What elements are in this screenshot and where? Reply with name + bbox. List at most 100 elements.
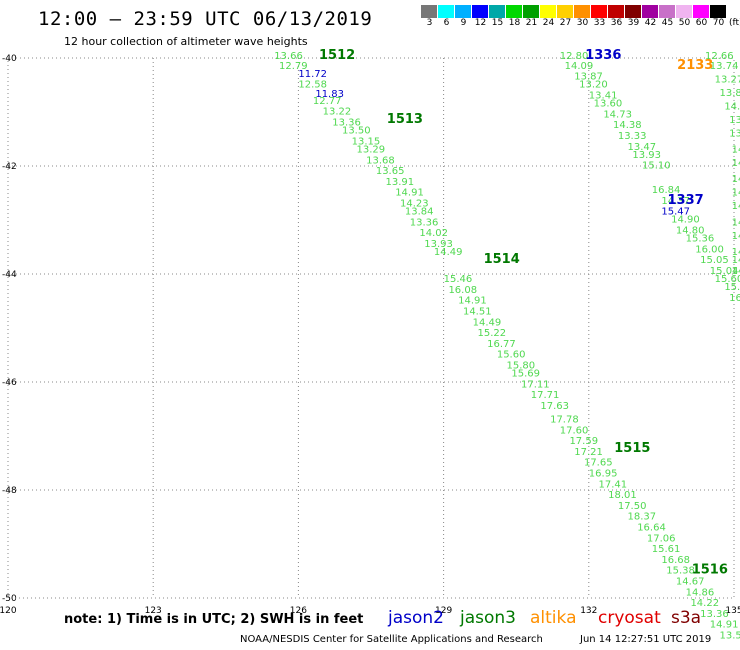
wave-height-value: 13.65 bbox=[376, 166, 405, 177]
wave-height-value: 13.60 bbox=[594, 99, 623, 110]
satellite-altika: altika bbox=[530, 608, 577, 628]
wave-height-value: 15.05 bbox=[700, 255, 729, 266]
wave-height-value: 14.38 bbox=[732, 174, 740, 185]
legend-label: 70 bbox=[712, 18, 725, 28]
wave-height-value: 16.95 bbox=[589, 469, 618, 480]
wave-height-value: 13.68 bbox=[366, 155, 395, 166]
wave-height-value: 14.43 bbox=[724, 101, 740, 112]
wave-height-value: 13.93 bbox=[424, 239, 453, 250]
wave-height-value: 17.06 bbox=[647, 533, 676, 544]
wave-height-value: 13.41 bbox=[589, 91, 618, 102]
wave-height-value: 14.95 bbox=[732, 145, 740, 156]
track-number-label: 1512 bbox=[319, 48, 355, 63]
legend-swatch bbox=[693, 5, 710, 18]
legend-label: 3 bbox=[426, 18, 433, 28]
legend-label: 12 bbox=[474, 18, 487, 28]
wave-height-value: 14.61 bbox=[732, 231, 740, 242]
wave-height-value: 15.60 bbox=[715, 274, 740, 285]
chart-points: 13.6612.7912.5812.7713.2213.3613.5013.15… bbox=[274, 51, 740, 641]
wave-height-value: 17.60 bbox=[560, 425, 589, 436]
chart-axes: 120 123 126 129 132 135 -40 -42 -44 -46 -48 -50 bbox=[0, 54, 740, 616]
wave-height-value: 13.33 bbox=[618, 131, 647, 142]
wave-height-value: 13.53 bbox=[719, 631, 740, 642]
track-number-label: 1516 bbox=[692, 563, 728, 578]
wave-height-value: 14.80 bbox=[676, 226, 705, 237]
plot-frame bbox=[7, 57, 735, 599]
wave-height-value: 11.72 bbox=[298, 69, 327, 80]
wave-height-value: 16.77 bbox=[487, 339, 516, 350]
wave-height-value: 15.22 bbox=[477, 328, 506, 339]
wave-height-value: 16.68 bbox=[661, 555, 690, 566]
credit-text: NOAA/NESDIS Center for Satellite Applica… bbox=[240, 634, 543, 645]
wave-height-value: 13.47 bbox=[628, 142, 657, 153]
note-text: note: 1) Time is in UTC; 2) SWH is in fe… bbox=[64, 612, 364, 627]
wave-height-value: 18.01 bbox=[608, 490, 637, 501]
wave-height-value: 12.66 bbox=[705, 51, 734, 62]
legend-swatch bbox=[557, 5, 574, 18]
y-tick-label: -42 bbox=[2, 162, 17, 172]
wave-height-value: 15.60 bbox=[497, 350, 526, 361]
legend-swatch bbox=[506, 5, 523, 18]
wave-height-value: 14.86 bbox=[686, 587, 715, 598]
legend-swatch bbox=[472, 5, 489, 18]
wave-height-value: 14.51 bbox=[463, 307, 492, 318]
wave-height-value: 16.08 bbox=[448, 285, 477, 296]
wave-height-value: 12.58 bbox=[298, 80, 327, 91]
wave-height-value: 14.28 bbox=[732, 201, 740, 212]
legend-label: 36 bbox=[610, 18, 623, 28]
legend-swatch bbox=[421, 5, 438, 18]
wave-height-value: 13.15 bbox=[352, 136, 381, 147]
wave-height-value: 14.12 bbox=[732, 217, 740, 228]
legend-swatch bbox=[455, 5, 472, 18]
legend-label: 50 bbox=[678, 18, 691, 28]
wave-height-value: 15.61 bbox=[652, 544, 681, 555]
legend-swatch bbox=[574, 5, 591, 18]
wave-height-value: 15.46 bbox=[444, 274, 473, 285]
wave-height-value: 12.80 bbox=[560, 51, 589, 62]
legend-label: 15 bbox=[491, 18, 504, 28]
wave-height-value: 14.54 bbox=[732, 188, 740, 199]
x-tick-label: 126 bbox=[290, 606, 307, 616]
wave-height-value: 13.66 bbox=[274, 51, 303, 62]
wave-height-value: 17.63 bbox=[540, 401, 569, 412]
y-tick-label: -40 bbox=[2, 54, 17, 64]
wave-height-value: 14.95 bbox=[732, 247, 740, 258]
wave-height-value: 14.23 bbox=[400, 199, 429, 210]
wave-height-value: 13.93 bbox=[632, 150, 661, 161]
legend-swatch bbox=[540, 5, 557, 18]
legend-unit: (ft) bbox=[729, 18, 740, 28]
wave-height-value: 17.11 bbox=[521, 379, 550, 390]
track-number-label: 2133 bbox=[677, 58, 713, 73]
legend-label: 30 bbox=[576, 18, 589, 28]
legend-swatch bbox=[710, 5, 727, 18]
wave-height-value: 14.30 bbox=[732, 266, 740, 277]
legend-label: 24 bbox=[542, 18, 555, 28]
wave-height-value: 17.59 bbox=[569, 436, 598, 447]
wave-height-value: 13.50 bbox=[342, 126, 371, 137]
legend-swatch bbox=[523, 5, 540, 18]
legend-swatch bbox=[625, 5, 642, 18]
wave-height-value: 14.67 bbox=[676, 577, 705, 588]
chart-grid bbox=[8, 58, 734, 598]
legend-label: 18 bbox=[508, 18, 521, 28]
wave-height-value: 15.47 bbox=[661, 207, 690, 218]
legend-swatch bbox=[591, 5, 608, 18]
x-tick-label: 129 bbox=[435, 606, 452, 616]
wave-height-value: 14.37 bbox=[661, 196, 690, 207]
wave-height-value: 13.78 bbox=[729, 115, 740, 126]
satellite-jason2: jason2 bbox=[388, 608, 444, 628]
satellite-cryosat: cryosat bbox=[598, 608, 661, 628]
wave-height-value: 13.70 bbox=[729, 128, 740, 139]
timestamp-text: Jun 14 12:27:51 UTC 2019 bbox=[580, 634, 712, 645]
wave-height-value: 14.31 bbox=[732, 255, 740, 266]
wave-height-value: 17.50 bbox=[618, 501, 647, 512]
legend-label: 33 bbox=[593, 18, 606, 28]
track-number-label: 1514 bbox=[484, 252, 520, 267]
wave-height-value: 15.36 bbox=[686, 234, 715, 245]
wave-height-value: 14.91 bbox=[395, 188, 424, 199]
wave-height-value: 17.78 bbox=[550, 415, 579, 426]
legend-swatch bbox=[659, 5, 676, 18]
wave-height-value: 14.49 bbox=[434, 247, 463, 258]
legend-label: 39 bbox=[627, 18, 640, 28]
